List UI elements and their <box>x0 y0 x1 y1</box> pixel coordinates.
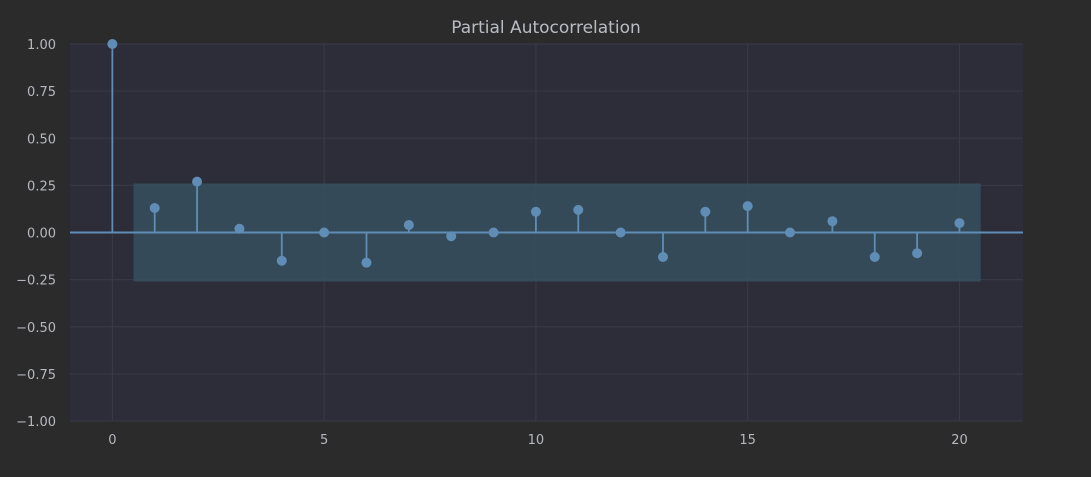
x-tick-label: 15 <box>739 433 756 448</box>
chart-title: Partial Autocorrelation <box>451 18 641 38</box>
stem-marker-lag-16 <box>785 227 796 238</box>
y-tick-label: 0.50 <box>27 132 56 147</box>
y-axis-ticks: 1.00 0.75 0.50 0.25 0.00 −0.25 −0.50 −0.75 −1.00 <box>16 38 56 430</box>
stem-series <box>107 39 965 268</box>
stem-marker-lag-4 <box>276 255 287 266</box>
y-tick-label: −0.75 <box>16 368 56 383</box>
stem-marker-lag-7 <box>403 219 414 230</box>
stem-marker-lag-1 <box>149 202 160 213</box>
stem-marker-lag-15 <box>742 201 753 212</box>
stem-marker-lag-18 <box>869 252 880 263</box>
stem-marker-lag-5 <box>319 227 330 238</box>
stem-marker-lag-8 <box>446 231 457 242</box>
y-tick-label: −0.50 <box>16 321 56 336</box>
stem-marker-lag-6 <box>361 257 372 268</box>
stem-marker-lag-3 <box>234 223 245 234</box>
stem-marker-lag-13 <box>657 252 668 263</box>
y-tick-label: 0.75 <box>27 85 56 100</box>
stem-marker-lag-12 <box>615 227 626 238</box>
x-tick-label: 20 <box>951 433 968 448</box>
y-tick-label: 1.00 <box>27 38 56 53</box>
stem-marker-lag-19 <box>912 248 923 259</box>
stem-marker-lag-2 <box>192 176 203 187</box>
stem-marker-lag-0 <box>107 39 118 49</box>
x-tick-label: 5 <box>320 433 328 448</box>
x-tick-label: 10 <box>528 433 545 448</box>
stem-marker-lag-9 <box>488 227 499 238</box>
y-tick-label: 0.25 <box>27 179 56 194</box>
stem-marker-lag-11 <box>573 204 584 215</box>
stem-marker-lag-14 <box>700 206 711 217</box>
stem-marker-lag-10 <box>530 206 541 217</box>
y-tick-label: −1.00 <box>16 415 56 430</box>
y-tick-label: 0.00 <box>27 227 56 242</box>
stem-marker-lag-20 <box>954 218 965 229</box>
x-axis-ticks: 0 5 10 15 20 <box>108 433 968 448</box>
y-tick-label: −0.25 <box>16 274 56 289</box>
stem-marker-lag-17 <box>827 216 838 227</box>
x-tick-label: 0 <box>108 433 116 448</box>
